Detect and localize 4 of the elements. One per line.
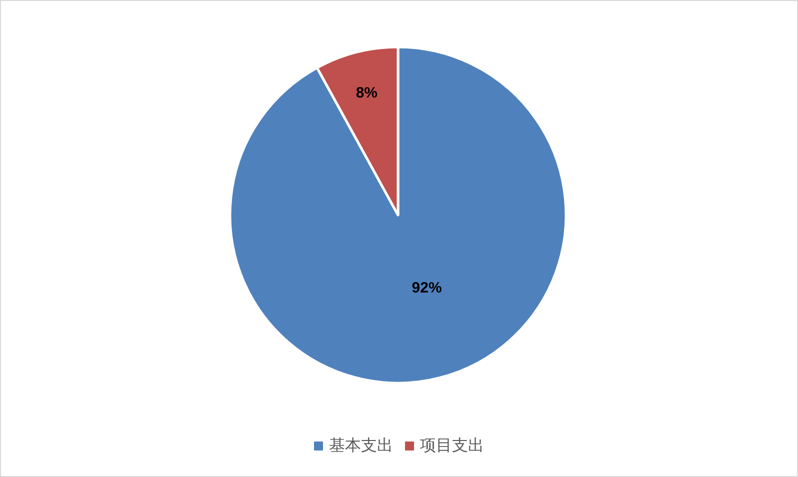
legend-label: 项目支出 [420, 436, 484, 454]
data-label: 8% [356, 84, 378, 102]
data-label: 92% [412, 280, 442, 297]
legend-label: 基本支出 [329, 436, 393, 454]
